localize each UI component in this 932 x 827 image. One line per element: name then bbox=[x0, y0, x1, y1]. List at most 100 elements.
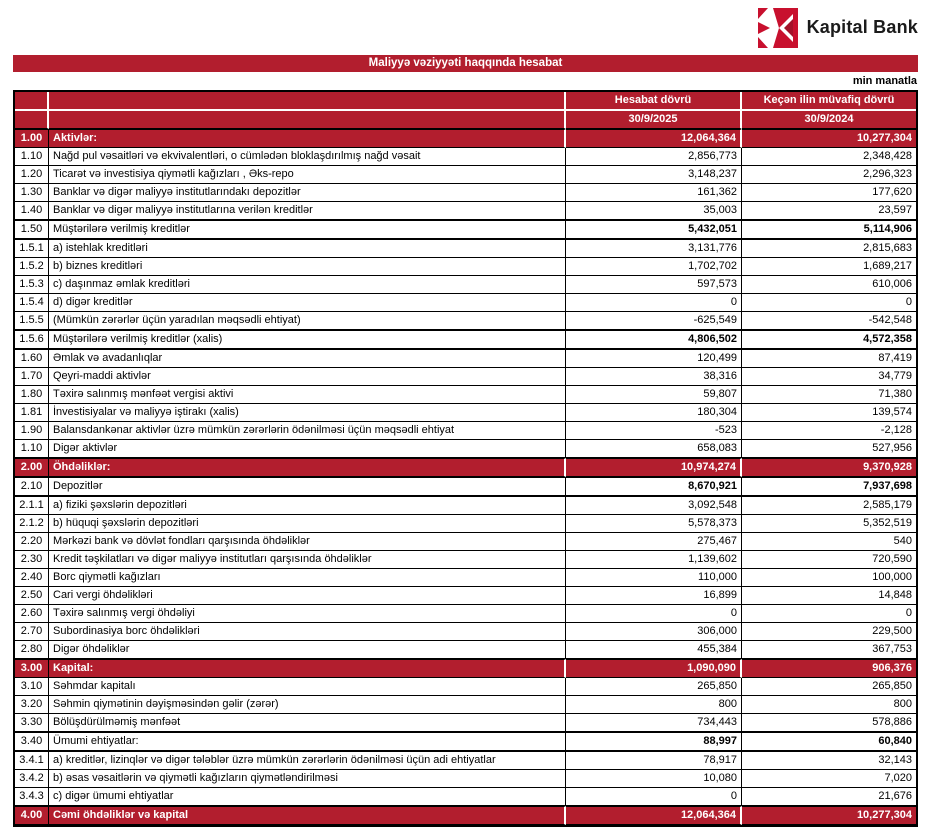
row-value-current: 12,064,364 bbox=[566, 806, 742, 825]
table-row: 2.70 Subordinasiya borc öhdəlikləri 306,00… bbox=[15, 623, 916, 641]
table-row: 2.10 Depozitlər 8,670,921 7,937,698 bbox=[15, 477, 916, 497]
table-row: 1.50 Müştərilərə verilmiş kreditlər 5,432,… bbox=[15, 220, 916, 240]
table-row: 2.80 Digər öhdəliklər 455,384 367,753 bbox=[15, 641, 916, 659]
row-value-current: 800 bbox=[566, 696, 742, 714]
row-label-cell: İnvestisiyalar və maliyyə iştirakı (xali… bbox=[49, 404, 566, 422]
row-value-prior: 906,376 bbox=[742, 659, 916, 678]
row-label-cell: Cari vergi öhdəlikləri bbox=[49, 587, 566, 605]
column-header-prior-date: 30/9/2024 bbox=[742, 111, 916, 129]
row-value-prior: -542,548 bbox=[742, 312, 916, 330]
row-label-cell: Səhmin qiymətinin dəyişməsindən gəlir (z… bbox=[49, 696, 566, 714]
row-number-cell: 1.70 bbox=[15, 368, 49, 386]
row-number-cell: 1.5.3 bbox=[15, 276, 49, 294]
row-number-cell: 3.4.3 bbox=[15, 788, 49, 806]
row-value-current: 180,304 bbox=[566, 404, 742, 422]
row-value-prior: 60,840 bbox=[742, 732, 916, 752]
top-bar: Kapital Bank bbox=[13, 0, 918, 55]
table-row: 1.00 Aktivlər: 12,064,364 10,277,304 bbox=[15, 129, 916, 148]
row-number-cell: 1.40 bbox=[15, 202, 49, 220]
row-label-cell: Subordinasiya borc öhdəlikləri bbox=[49, 623, 566, 641]
row-number-cell: 1.30 bbox=[15, 184, 49, 202]
row-value-prior: 34,779 bbox=[742, 368, 916, 386]
row-label-cell: Cəmi öhdəliklər və kapital bbox=[49, 806, 566, 825]
row-value-prior: 10,277,304 bbox=[742, 129, 916, 148]
row-label-cell: Öhdəliklər: bbox=[49, 458, 566, 477]
row-number-cell: 2.70 bbox=[15, 623, 49, 641]
row-label-cell: Nağd pul vəsaitləri və ekvivalentləri, o… bbox=[49, 148, 566, 166]
table-row: 1.60 Əmlak və avadanlıqlar 120,499 87,419 bbox=[15, 350, 916, 368]
row-number-cell: 1.5.1 bbox=[15, 240, 49, 258]
balance-sheet-table-wrapper: Hesabat dövrü Keçən ilin müvafiq dövrü 3… bbox=[13, 90, 918, 827]
row-value-current: 120,499 bbox=[566, 350, 742, 368]
row-value-current: 2,856,773 bbox=[566, 148, 742, 166]
row-number-cell: 2.1.1 bbox=[15, 497, 49, 515]
row-number-cell: 1.60 bbox=[15, 350, 49, 368]
row-label-cell: Depozitlər bbox=[49, 477, 566, 497]
row-value-prior: 9,370,928 bbox=[742, 458, 916, 477]
table-row: 1.20 Ticarət və investisiya qiymətli kağı… bbox=[15, 166, 916, 184]
row-value-prior: 177,620 bbox=[742, 184, 916, 202]
row-value-current: 35,003 bbox=[566, 202, 742, 220]
row-number-cell: 2.60 bbox=[15, 605, 49, 623]
table-row: 1.5.4 d) digər kreditlər 0 0 bbox=[15, 294, 916, 312]
header-blank-cell bbox=[15, 92, 49, 111]
table-row: 1.80 Təxirə salınmış mənfəət vergisi akti… bbox=[15, 386, 916, 404]
row-label-cell: a) istehlak kreditləri bbox=[49, 240, 566, 258]
row-number-cell: 2.10 bbox=[15, 477, 49, 497]
row-value-current: 306,000 bbox=[566, 623, 742, 641]
table-row: 1.5.6 Müştərilərə verilmiş kreditlər (xal… bbox=[15, 330, 916, 350]
row-value-prior: 5,352,519 bbox=[742, 515, 916, 533]
table-row: 3.40 Ümumi ehtiyatlar: 88,997 60,840 bbox=[15, 732, 916, 752]
table-row: 1.70 Qeyri-maddi aktivlər 38,316 34,779 bbox=[15, 368, 916, 386]
row-value-prior: 4,572,358 bbox=[742, 330, 916, 350]
row-value-current: -625,549 bbox=[566, 312, 742, 330]
row-label-cell: Əmlak və avadanlıqlar bbox=[49, 350, 566, 368]
table-row: 1.5.2 b) biznes kreditləri 1,702,702 1,689,… bbox=[15, 258, 916, 276]
row-number-cell: 3.40 bbox=[15, 732, 49, 752]
row-value-prior: 720,590 bbox=[742, 551, 916, 569]
row-value-prior: 367,753 bbox=[742, 641, 916, 659]
row-value-prior: 7,020 bbox=[742, 770, 916, 788]
row-value-prior: 610,006 bbox=[742, 276, 916, 294]
row-label-cell: Aktivlər: bbox=[49, 129, 566, 148]
row-number-cell: 1.81 bbox=[15, 404, 49, 422]
row-value-prior: 229,500 bbox=[742, 623, 916, 641]
row-number-cell: 3.10 bbox=[15, 678, 49, 696]
row-number-cell: 1.5.2 bbox=[15, 258, 49, 276]
table-row: 3.4.1 a) kreditlər, lizinqlər və digər tə… bbox=[15, 752, 916, 770]
row-value-current: 3,148,237 bbox=[566, 166, 742, 184]
row-number-cell: 3.00 bbox=[15, 659, 49, 678]
row-value-prior: 0 bbox=[742, 605, 916, 623]
table-row: 3.20 Səhmin qiymətinin dəyişməsindən gəli… bbox=[15, 696, 916, 714]
row-number-cell: 3.4.2 bbox=[15, 770, 49, 788]
row-label-cell: Qeyri-maddi aktivlər bbox=[49, 368, 566, 386]
table-row: 1.30 Banklar və digər maliyyə institutlar… bbox=[15, 184, 916, 202]
row-value-prior: 2,815,683 bbox=[742, 240, 916, 258]
row-value-prior: 139,574 bbox=[742, 404, 916, 422]
row-number-cell: 1.00 bbox=[15, 129, 49, 148]
column-header-prior-period: Keçən ilin müvafiq dövrü bbox=[742, 92, 916, 111]
row-number-cell: 2.40 bbox=[15, 569, 49, 587]
row-value-current: 734,443 bbox=[566, 714, 742, 732]
row-value-prior: 23,597 bbox=[742, 202, 916, 220]
row-number-cell: 1.20 bbox=[15, 166, 49, 184]
row-value-prior: 527,956 bbox=[742, 440, 916, 458]
row-label-cell: Bölüşdürülməmiş mənfəət bbox=[49, 714, 566, 732]
row-value-current: 4,806,502 bbox=[566, 330, 742, 350]
row-label-cell: Müştərilərə verilmiş kreditlər bbox=[49, 220, 566, 240]
table-row: 2.40 Borc qiymətli kağızları 110,000 100,00… bbox=[15, 569, 916, 587]
row-label-cell: a) fiziki şəxslərin depozitləri bbox=[49, 497, 566, 515]
row-value-prior: 2,348,428 bbox=[742, 148, 916, 166]
table-row: 2.30 Kredit təşkilatları və digər maliyyə… bbox=[15, 551, 916, 569]
table-row: 1.10 Digər aktivlər 658,083 527,956 bbox=[15, 440, 916, 458]
row-value-prior: 265,850 bbox=[742, 678, 916, 696]
row-number-cell: 2.50 bbox=[15, 587, 49, 605]
table-row: 1.81 İnvestisiyalar və maliyyə iştirakı (… bbox=[15, 404, 916, 422]
row-number-cell: 1.5.4 bbox=[15, 294, 49, 312]
balance-sheet-table: Hesabat dövrü Keçən ilin müvafiq dövrü 3… bbox=[15, 92, 916, 825]
row-number-cell: 4.00 bbox=[15, 806, 49, 825]
table-row: 2.1.2 b) hüquqi şəxslərin depozitləri 5,57… bbox=[15, 515, 916, 533]
row-label-cell: Təxirə salınmış vergi öhdəliyi bbox=[49, 605, 566, 623]
row-label-cell: Banklar və digər maliyyə institutlarına … bbox=[49, 202, 566, 220]
row-value-current: 1,090,090 bbox=[566, 659, 742, 678]
